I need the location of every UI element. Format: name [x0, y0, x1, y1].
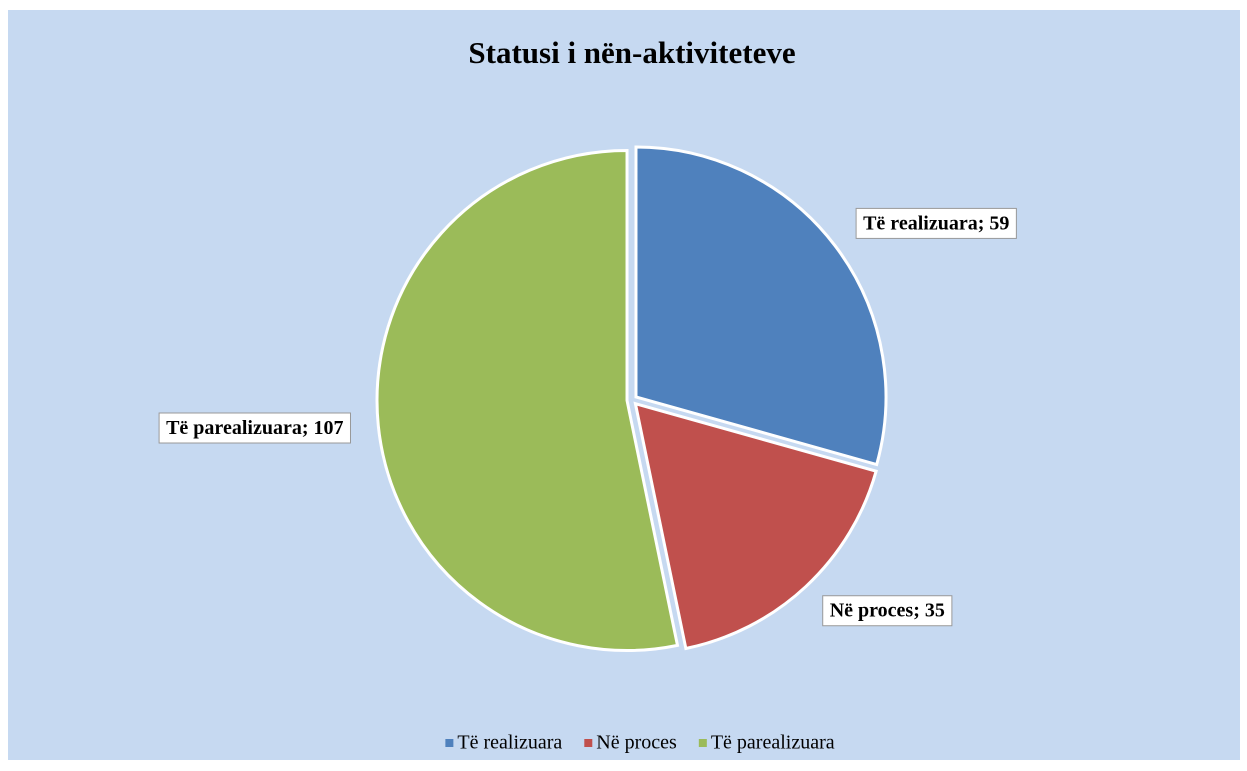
legend-marker	[445, 739, 454, 747]
pie-slice	[633, 401, 878, 651]
legend-label: Të realizuara	[457, 732, 562, 754]
data-label: Të parealizuara; 107	[166, 417, 343, 439]
data-label-group: Në proces; 35	[822, 595, 953, 627]
pie-slice	[375, 149, 680, 653]
data-label-box	[855, 207, 1017, 239]
legend-label: Të parealizuara	[711, 732, 835, 754]
data-label: Në proces; 35	[830, 600, 945, 622]
data-label-group: Të parealizuara; 107	[158, 412, 351, 444]
pie-slice	[634, 145, 888, 467]
data-label: Të realizuara; 59	[863, 212, 1009, 234]
legend-marker	[698, 739, 707, 747]
data-label-box	[822, 595, 953, 627]
legend-label: Në proces	[596, 732, 677, 754]
data-label-group: Të realizuara; 59	[855, 207, 1017, 239]
legend-marker	[584, 739, 593, 747]
chart-title: Statusi i nën-aktiviteteve	[468, 35, 795, 70]
data-label-box	[158, 412, 351, 444]
